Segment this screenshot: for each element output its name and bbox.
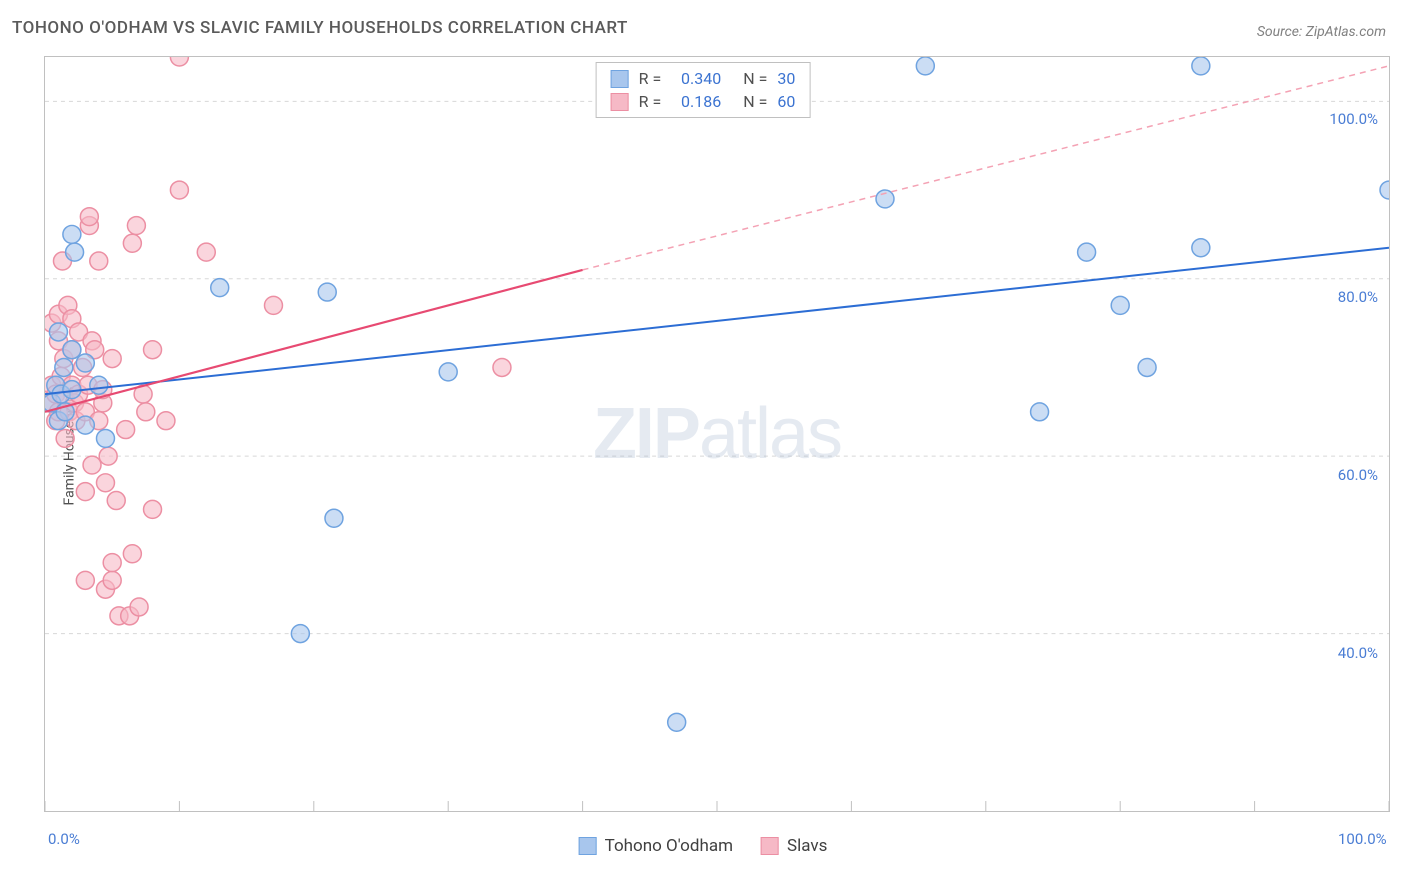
n-label: N = [743,92,767,111]
chart-frame: ZIPatlas [44,56,1390,812]
x-tick-label: 100.0% [1338,830,1387,848]
correlation-legend: R = 0.340 N = 30 R = 0.186 N = 60 [596,62,811,118]
x-tick-label: 0.0% [48,830,80,848]
series-legend: Tohono O'odham Slavs [579,836,828,856]
legend-stat-row: R = 0.340 N = 30 [611,67,796,90]
r-value: 0.340 [671,69,721,88]
y-tick-label: 60.0% [1338,466,1378,484]
n-label: N = [743,69,767,88]
legend-stat-row: R = 0.186 N = 60 [611,90,796,113]
series-legend-item: Slavs [761,836,827,856]
source-attribution: Source: ZipAtlas.com [1257,24,1386,40]
chart-title: TOHONO O'ODHAM VS SLAVIC FAMILY HOUSEHOL… [12,18,628,38]
n-value: 30 [777,69,795,88]
legend-swatch [611,70,629,88]
legend-swatch [611,93,629,111]
y-tick-label: 40.0% [1338,644,1378,662]
series-legend-item: Tohono O'odham [579,836,733,856]
r-label: R = [639,92,662,111]
scatter-plot-svg [45,57,1389,811]
y-tick-label: 80.0% [1338,288,1378,306]
r-label: R = [639,69,662,88]
legend-swatch [761,837,779,855]
r-value: 0.186 [671,92,721,111]
n-value: 60 [777,92,795,111]
series-legend-label: Tohono O'odham [605,836,733,856]
y-tick-label: 100.0% [1329,110,1378,128]
legend-swatch [579,837,597,855]
series-legend-label: Slavs [787,836,827,856]
